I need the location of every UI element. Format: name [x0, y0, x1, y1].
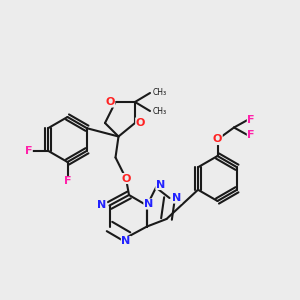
Text: O: O — [105, 97, 115, 107]
Text: CH₃: CH₃ — [153, 88, 167, 98]
Text: CH₃: CH₃ — [153, 106, 167, 116]
Text: F: F — [64, 176, 71, 187]
Text: N: N — [122, 236, 130, 247]
Text: N: N — [156, 179, 165, 190]
Text: N: N — [172, 193, 182, 203]
Text: N: N — [98, 200, 106, 211]
Text: O: O — [136, 118, 145, 128]
Text: O: O — [213, 134, 222, 145]
Text: N: N — [144, 199, 153, 209]
Text: F: F — [25, 146, 32, 156]
Text: F: F — [248, 115, 255, 125]
Text: F: F — [248, 130, 255, 140]
Text: O: O — [121, 173, 131, 184]
